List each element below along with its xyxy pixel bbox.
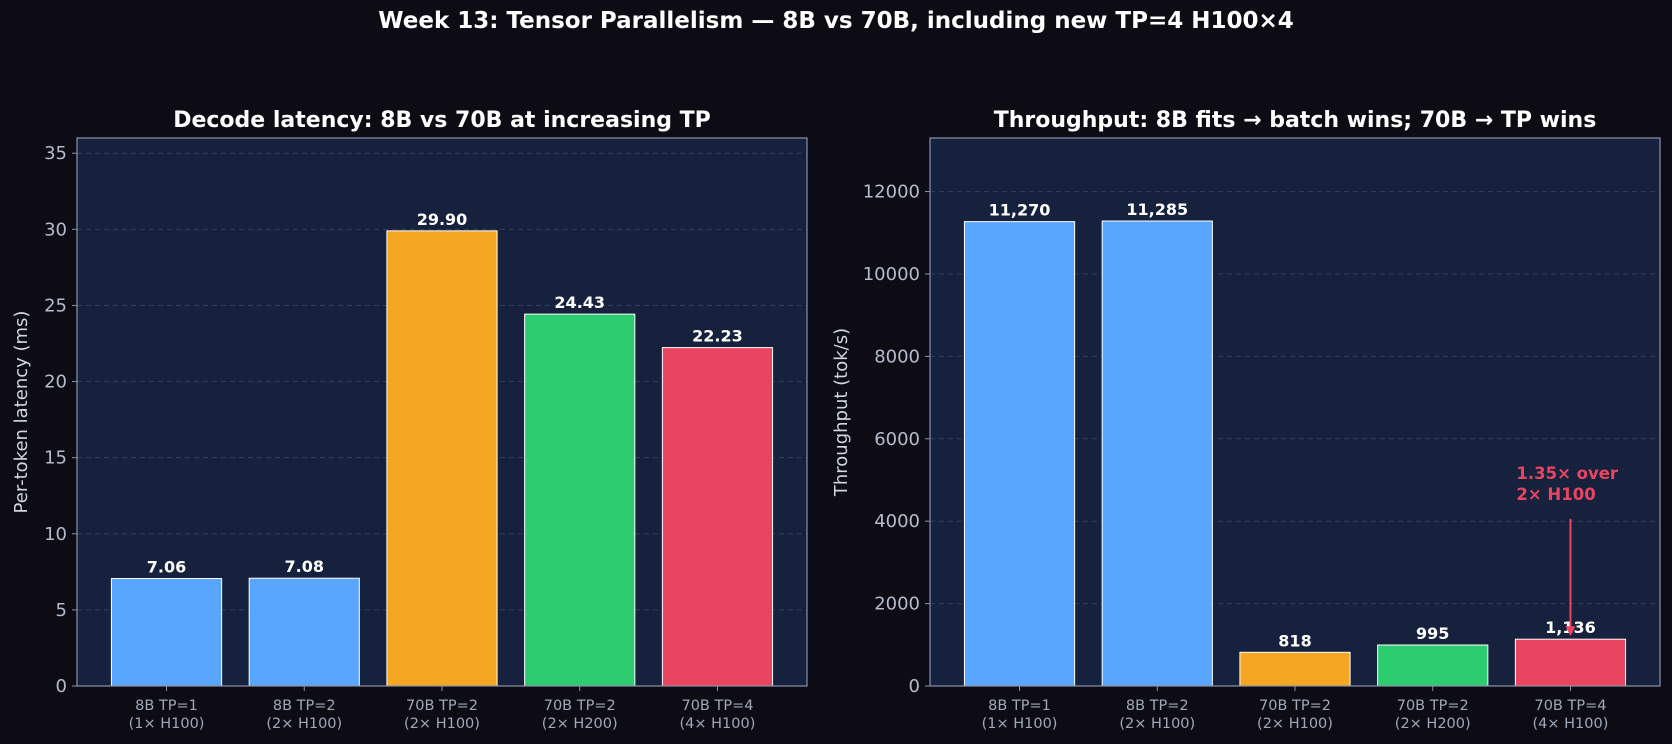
x-tick-label-line: 70B TP=4	[1534, 698, 1606, 714]
y-tick-label-4: 8000	[874, 346, 920, 367]
x-tick-label-line: (1× H100)	[129, 716, 205, 732]
y-tick-label-5: 10000	[863, 264, 920, 285]
x-tick-label-line: 8B TP=1	[135, 698, 198, 714]
x-tick-label-line: (2× H200)	[542, 716, 618, 732]
throughput-chart: 11,27011,2858189951,13602000400060008000…	[831, 108, 1661, 732]
data-label-3: 995	[1416, 624, 1449, 643]
bar-1	[1101, 220, 1213, 687]
y-tick-label-6: 12000	[863, 182, 920, 203]
x-tick-label-line: 70B TP=2	[544, 698, 616, 714]
x-tick-label-line: (2× H100)	[266, 716, 342, 732]
x-tick-label-line: (2× H100)	[404, 716, 480, 732]
x-tick-label-2: 70B TP=2 (2× H100)	[1257, 698, 1333, 732]
y-tick-label-4: 20	[44, 372, 67, 393]
y-tick-label-5: 25	[44, 295, 67, 316]
bar-3	[524, 313, 636, 687]
x-tick-label-line: (4× H100)	[680, 716, 756, 732]
y-tick-label-0: 0	[909, 676, 920, 697]
y-tick-label-3: 6000	[874, 429, 920, 450]
x-tick-label-line: (2× H200)	[1395, 716, 1471, 732]
y-tick-label-1: 5	[56, 600, 67, 621]
annotation-arrow-head	[1565, 626, 1576, 637]
x-tick-label-line: 8B TP=2	[273, 698, 336, 714]
x-tick-label-4: 70B TP=4 (4× H100)	[680, 698, 756, 732]
bar-0	[110, 578, 223, 687]
data-label-2: 818	[1278, 631, 1311, 650]
x-tick-label-line: 8B TP=1	[988, 698, 1051, 714]
y-tick-label-6: 30	[44, 219, 67, 240]
y-tick-label-2: 10	[44, 524, 67, 545]
x-tick-label-line: (1× H100)	[982, 716, 1058, 732]
chart-title: Decode latency: 8B vs 70B at increasing …	[173, 108, 711, 133]
bar-4	[661, 347, 774, 687]
x-tick-label-line: 70B TP=2	[1259, 698, 1331, 714]
annotation-text: 1.35× over 2× H100	[1516, 464, 1619, 504]
chart-title: Throughput: 8B fits → batch wins; 70B → …	[994, 108, 1597, 133]
annotation-line: 2× H100	[1516, 485, 1595, 504]
y-tick-label-3: 15	[44, 448, 67, 469]
y-tick-label-1: 2000	[874, 594, 920, 615]
latency-chart: 7.06 7.08 29.90 24.43 22.23 0 5 10 15 20 25 30 35 8B …	[11, 108, 808, 732]
data-label-1: 7.08	[285, 557, 324, 576]
x-tick-label-0: 8B TP=1 (1× H100)	[129, 698, 205, 732]
x-tick-label-line: 8B TP=2	[1126, 698, 1189, 714]
data-label-2: 29.90	[417, 210, 468, 229]
data-label-3: 24.43	[554, 293, 605, 312]
y-tick-label-2: 4000	[874, 511, 920, 532]
y-axis-label: Throughput (tok/s)	[831, 328, 852, 497]
data-label-0: 11,270	[989, 201, 1051, 220]
figure-title: Week 13: Tensor Parallelism — 8B vs 70B,…	[378, 8, 1294, 34]
y-tick-label-0: 0	[56, 676, 67, 697]
x-tick-label-line: 70B TP=2	[406, 698, 478, 714]
data-label-4: 22.23	[692, 327, 743, 346]
bar-4	[1514, 638, 1627, 687]
y-axis-label: Per-token latency (ms)	[11, 311, 32, 514]
x-tick-label-3: 70B TP=2 (2× H200)	[542, 698, 618, 732]
x-tick-label-2: 70B TP=2 (2× H100)	[404, 698, 480, 732]
y-tick-label-7: 35	[44, 143, 67, 164]
bar-0	[963, 221, 1076, 687]
x-tick-label-4: 70B TP=4 (4× H100)	[1533, 698, 1609, 732]
annotation-line: 1.35× over	[1516, 464, 1619, 483]
x-tick-label-1: 8B TP=2 (2× H100)	[1119, 698, 1195, 732]
data-label-1: 11,285	[1126, 200, 1188, 219]
x-tick-label-line: 70B TP=2	[1397, 698, 1469, 714]
x-tick-label-3: 70B TP=2 (2× H200)	[1395, 698, 1471, 732]
x-tick-label-line: (4× H100)	[1533, 716, 1609, 732]
bar-2	[386, 230, 498, 687]
x-tick-label-line: (2× H100)	[1119, 716, 1195, 732]
bar-3	[1377, 644, 1489, 687]
x-tick-label-1: 8B TP=2 (2× H100)	[266, 698, 342, 732]
data-label-0: 7.06	[147, 558, 186, 577]
x-tick-label-line: (2× H100)	[1257, 716, 1333, 732]
x-tick-label-0: 8B TP=1 (1× H100)	[982, 698, 1058, 732]
x-tick-label-line: 70B TP=4	[681, 698, 753, 714]
bar-1	[248, 577, 360, 687]
bar-2	[1239, 651, 1351, 687]
